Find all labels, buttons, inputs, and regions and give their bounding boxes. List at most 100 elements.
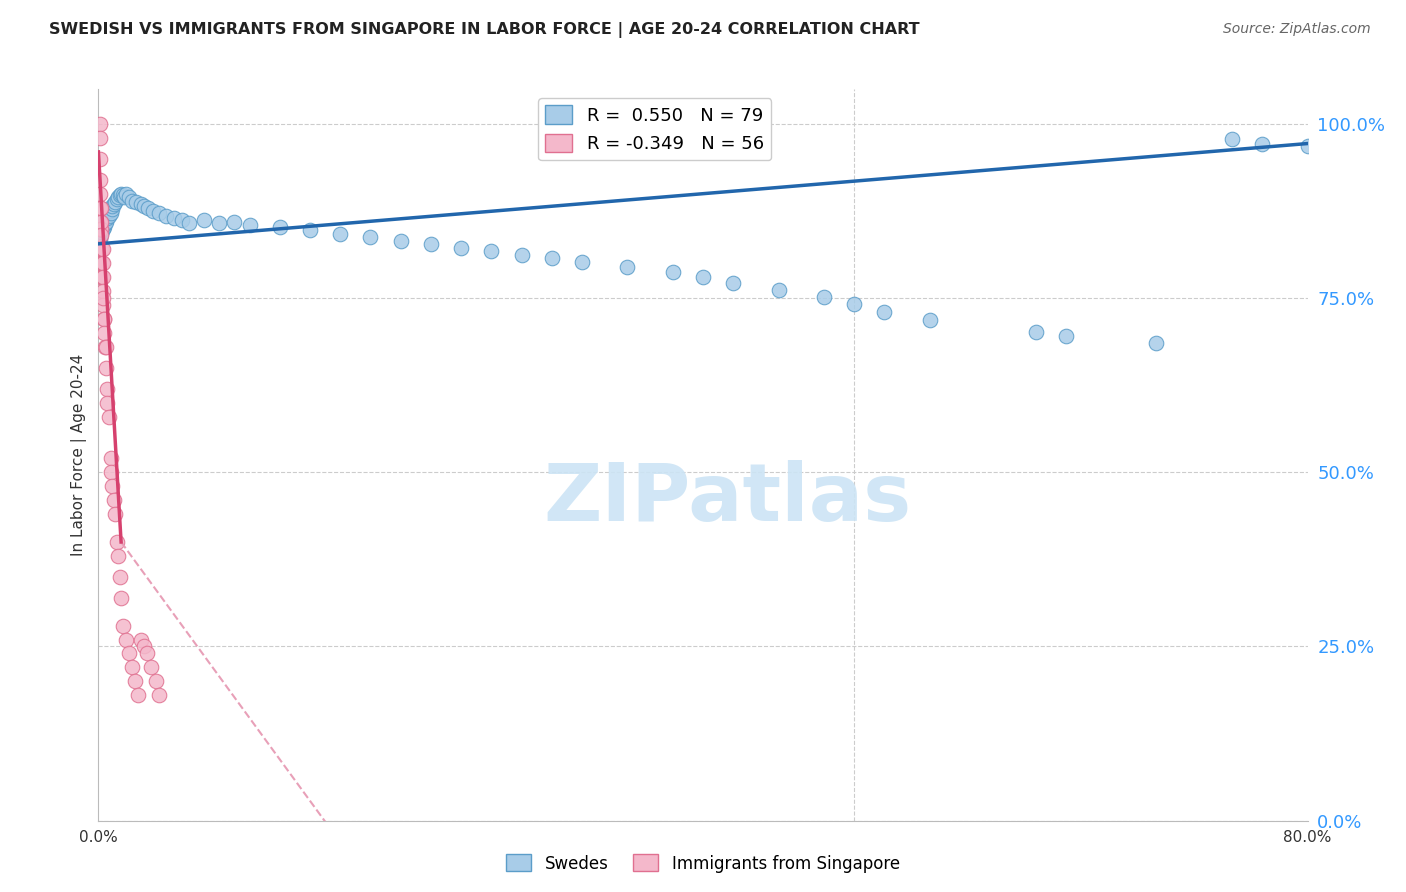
Point (208, 216, 231, 230)
Point (132, 199, 155, 213)
Point (89, 201, 111, 215)
Point (179, 216, 201, 230)
Point (844, 297, 866, 311)
Point (90, 270, 112, 285)
Point (90, 228, 112, 243)
Point (96, 395, 118, 409)
Legend: R =  0.550   N = 79, R = -0.349   N = 56: R = 0.550 N = 79, R = -0.349 N = 56 (538, 98, 770, 161)
Point (90, 243, 112, 257)
Point (132, 640, 155, 654)
Point (163, 211, 186, 225)
Point (101, 199, 124, 213)
Point (110, 186, 132, 201)
Point (148, 688, 170, 702)
Point (91, 218, 114, 232)
Point (768, 283, 790, 297)
Text: ZIPatlas: ZIPatlas (543, 459, 911, 538)
Point (420, 236, 443, 251)
Point (100, 451, 122, 466)
Point (389, 234, 412, 248)
Text: Source: ZipAtlas.com: Source: ZipAtlas.com (1223, 22, 1371, 37)
Point (110, 591, 132, 605)
Point (141, 660, 163, 674)
Point (100, 206, 122, 220)
Point (91, 256, 114, 270)
Point (299, 223, 322, 237)
Point (107, 549, 129, 563)
Point (124, 674, 146, 689)
Point (98, 409, 121, 424)
Y-axis label: In Labor Force | Age 20-24: In Labor Force | Age 20-24 (72, 354, 87, 556)
Point (239, 218, 262, 232)
Point (481, 244, 503, 258)
Point (121, 194, 143, 208)
Point (89, 117, 111, 131)
Point (93, 214, 115, 228)
Point (145, 674, 167, 689)
Point (450, 241, 472, 255)
Point (136, 201, 159, 215)
Point (90, 221, 112, 235)
Point (107, 190, 129, 204)
Point (105, 192, 128, 206)
Point (91, 221, 114, 235)
Point (89, 173, 111, 187)
Point (89, 186, 111, 201)
Point (90, 256, 112, 270)
Point (90, 225, 112, 239)
Point (101, 202, 124, 216)
Text: SWEDISH VS IMMIGRANTS FROM SINGAPORE IN LABOR FORCE | AGE 20-24 CORRELATION CHAR: SWEDISH VS IMMIGRANTS FROM SINGAPORE IN … (49, 22, 920, 38)
Point (170, 213, 193, 227)
Point (93, 326, 115, 340)
Point (224, 214, 246, 228)
Point (89, 221, 111, 235)
Point (1144, 336, 1167, 351)
Point (98, 204, 121, 219)
Point (104, 507, 127, 521)
Point (360, 230, 382, 244)
Point (114, 632, 136, 647)
Point (94, 213, 117, 227)
Point (89, 214, 111, 228)
Point (96, 214, 118, 228)
Point (111, 188, 134, 202)
Point (112, 190, 135, 204)
Point (1024, 325, 1046, 339)
Point (142, 204, 165, 219)
Point (94, 360, 117, 375)
Point (94, 211, 117, 225)
Point (103, 493, 125, 508)
Point (89, 152, 111, 166)
Point (118, 647, 141, 661)
Point (873, 305, 896, 319)
Point (89, 131, 111, 145)
Point (89, 232, 111, 246)
Point (127, 688, 149, 702)
Point (571, 255, 593, 269)
Point (155, 209, 177, 223)
Point (91, 243, 114, 257)
Point (135, 647, 157, 661)
Point (94, 340, 117, 354)
Point (91, 298, 114, 312)
Point (91, 270, 114, 285)
Point (91, 223, 114, 237)
Point (94, 340, 117, 354)
Point (90, 256, 112, 270)
Point (1251, 136, 1274, 151)
Point (813, 290, 835, 304)
Point (100, 466, 122, 480)
Point (94, 213, 117, 227)
Point (1220, 132, 1243, 146)
Point (98, 208, 121, 222)
Point (114, 186, 136, 201)
Point (91, 270, 114, 285)
Point (101, 479, 124, 493)
Point (510, 248, 533, 262)
Point (1054, 329, 1077, 343)
Point (108, 570, 131, 584)
Point (692, 270, 714, 285)
Point (98, 209, 121, 223)
Point (90, 221, 112, 235)
Point (148, 206, 170, 220)
